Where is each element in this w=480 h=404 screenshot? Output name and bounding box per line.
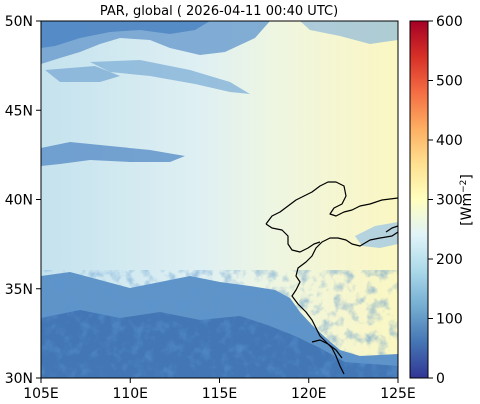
cloud-streak-north bbox=[90, 60, 250, 94]
coastline-bohai bbox=[291, 231, 398, 375]
cloud-streak-mid-west bbox=[41, 142, 185, 166]
y-axis-ticks: 30N 35N 40N 45N 50N bbox=[5, 14, 41, 387]
y-tick-label: 30N bbox=[5, 371, 33, 387]
coastline-yellow-sea bbox=[385, 225, 398, 233]
x-axis-ticks: 105E 110E 115E 120E 125E bbox=[23, 378, 416, 402]
colorbar-tick-label: 200 bbox=[436, 252, 463, 268]
x-tick-label: 120E bbox=[291, 386, 327, 402]
x-tick-label: 110E bbox=[112, 386, 148, 402]
cloud-texture bbox=[41, 270, 398, 378]
y-tick-label: 45N bbox=[5, 103, 33, 119]
coastline-south bbox=[311, 339, 343, 359]
colorbar-ticks: 0 100 200 300 400 500 600 bbox=[428, 14, 463, 387]
colorbar-tick-label: 600 bbox=[436, 14, 463, 30]
colorbar-label: [Wm−2] bbox=[459, 174, 475, 226]
y-tick-label: 40N bbox=[5, 193, 33, 209]
cloud-streak-northwest bbox=[45, 66, 120, 82]
x-tick-label: 115E bbox=[202, 386, 238, 402]
coastline-bohai-bay bbox=[265, 223, 321, 253]
map-area bbox=[41, 21, 398, 378]
cloud-band-north bbox=[41, 21, 210, 48]
y-tick-label: 35N bbox=[5, 282, 33, 298]
colorbar-tick-label: 100 bbox=[436, 312, 463, 328]
colorbar-tick-label: 500 bbox=[436, 74, 463, 90]
colorbar-scale bbox=[409, 20, 429, 379]
cloud-streak-upper-right bbox=[300, 21, 398, 44]
colorbar-tick-label: 0 bbox=[436, 371, 445, 387]
x-tick-label: 125E bbox=[380, 386, 416, 402]
coastline-liaodong bbox=[265, 181, 398, 225]
x-tick-label: 105E bbox=[23, 386, 59, 402]
y-tick-label: 50N bbox=[5, 14, 33, 30]
colorbar-tick-label: 300 bbox=[436, 193, 463, 209]
map-title: PAR, global ( 2026-04-11 00:40 UTC) bbox=[100, 4, 338, 19]
cloud-streak-east bbox=[355, 222, 398, 248]
colorbar-tick-label: 400 bbox=[436, 133, 463, 149]
